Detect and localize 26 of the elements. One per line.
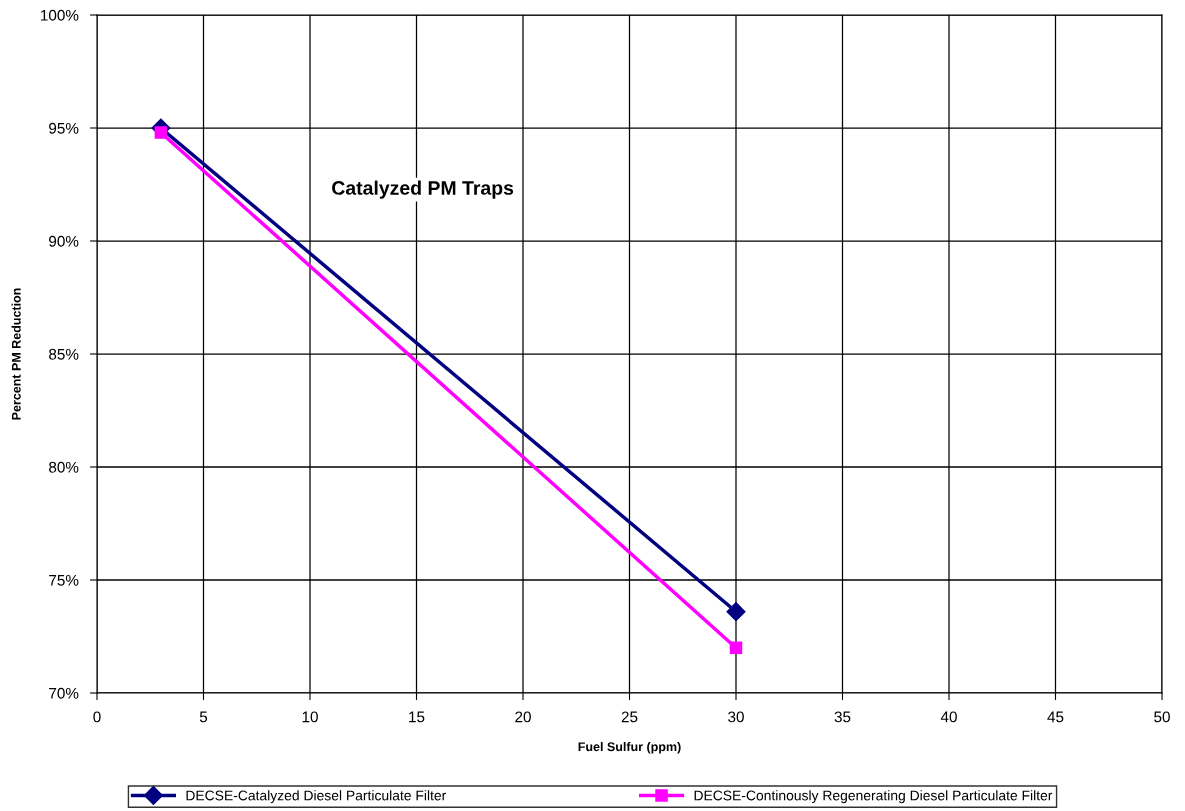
legend-label: DECSE-Catalyzed Diesel Particulate Filter [186,790,447,804]
x-tick-label: 50 [1154,711,1170,723]
y-axis-title: Percent PM Reduction [11,288,21,420]
x-tick-label: 5 [199,711,208,723]
x-tick-label: 20 [515,711,531,723]
y-tick-label: 100% [41,9,79,21]
y-tick-label: 70% [49,687,79,699]
x-tick-label: 45 [1047,711,1064,723]
x-tick-label: 0 [93,711,101,723]
y-tick-label: 95% [49,122,79,134]
y-tick-label: 90% [49,235,79,247]
annotation: Catalyzed PM Traps [332,180,514,199]
x-tick-label: 10 [302,711,318,723]
y-tick-label: 85% [49,348,79,360]
x-tick-label: 40 [940,711,957,723]
x-tick-label: 35 [834,711,851,723]
point [729,641,743,655]
point [726,602,746,622]
x-tick-label: 25 [621,711,638,723]
y-tick-label: 75% [49,574,79,586]
y-tick-label: 80% [49,461,79,473]
legend-label: DECSE-Continously Regenerating Diesel Particulate Filter [694,790,1053,804]
x-axis-title: Fuel Sulfur (ppm) [578,741,681,754]
x-tick-label: 30 [728,711,744,723]
point [154,126,168,139]
x-tick-label: 15 [409,711,425,723]
